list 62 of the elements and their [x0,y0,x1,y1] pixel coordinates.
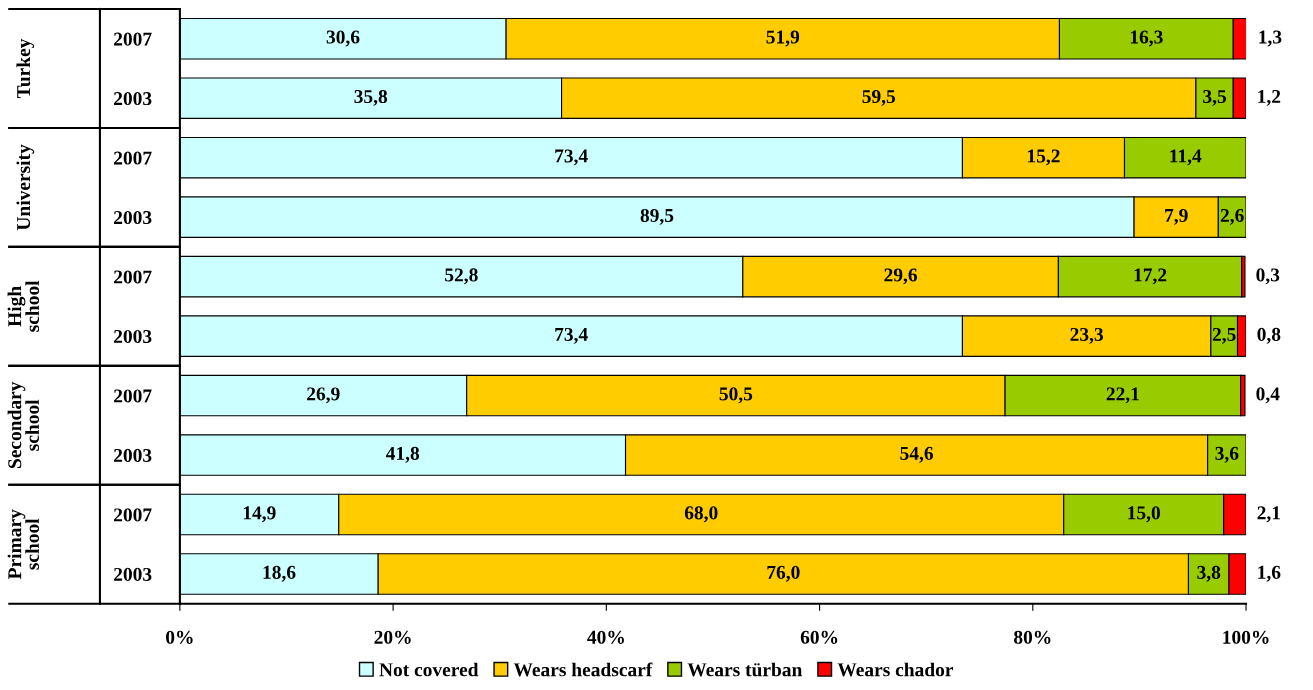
data-label: 23,3 [1070,327,1103,344]
data-label: 3,6 [1215,446,1239,463]
data-label: 11,4 [1170,149,1202,166]
data-label: 52,8 [445,268,478,285]
data-label: 15,2 [1028,149,1060,166]
data-label: 35,8 [354,89,388,106]
data-label: 3,8 [1197,565,1221,582]
y-tick-label: 2003 [114,448,152,462]
y-tick-label: 2007 [114,389,152,403]
legend-label: Wears headscarf [513,662,653,677]
data-label: 50,5 [719,387,753,404]
legend-label: Wears türban [687,662,803,677]
x-tick-label: 80% [1014,630,1051,644]
y-tick-label: 2003 [114,210,152,225]
y-tick-label: 2003 [114,92,152,106]
y-tick-label: 2007 [114,32,152,46]
data-label: 16,3 [1130,30,1163,47]
y-tick-label: 2003 [114,567,152,581]
text: University [16,144,35,231]
data-label: 73,4 [555,149,588,166]
data-label: 7,9 [1165,208,1188,225]
text: Turkey [16,38,35,99]
x-tick-label: 60% [800,630,838,644]
x-tick-label: 0% [166,630,193,644]
data-label: 2,5 [1212,327,1236,344]
data-label: 2,6 [1220,208,1244,225]
data-label: 14,9 [243,506,276,523]
data-label: 73,4 [555,327,588,344]
x-tick-label: 100% [1223,630,1269,644]
y-tick-label: 2007 [114,270,152,284]
data-label: 59,5 [862,89,896,106]
data-label: 1,6 [1258,565,1281,582]
y-tick-label: 2003 [114,329,152,344]
data-label: 2,1 [1257,506,1280,523]
text: Secondary school [7,381,39,469]
data-label: 17,2 [1134,268,1167,285]
data-label: 30,6 [326,30,360,47]
legend-label: Not covered [379,662,479,677]
data-label: 1,2 [1258,89,1281,106]
legend-label: Wears chador [837,662,954,677]
x-tick-label: 20% [374,630,411,644]
text: High school [7,280,40,332]
x-tick-label: 40% [587,630,624,644]
data-label: 76,0 [767,565,800,582]
data-label: 0,4 [1256,387,1280,404]
data-label: 18,6 [263,565,296,582]
data-label: 51,9 [766,30,800,47]
data-label: 22,1 [1106,387,1139,404]
data-label: 15,0 [1128,506,1160,523]
data-label: 54,6 [900,446,934,463]
data-label: 29,6 [884,268,918,285]
data-label: 1,3 [1259,30,1282,47]
data-label: 41,8 [385,446,420,463]
data-label: 0,8 [1257,327,1281,344]
y-tick-label: 2007 [114,508,152,522]
y-tick-label: 2007 [114,151,152,165]
data-label: 3,5 [1203,89,1227,106]
data-label: 89,5 [640,208,674,225]
text: Primary school [7,509,39,580]
data-label: 68,0 [684,506,718,523]
data-label: 26,9 [307,387,340,404]
data-label: 0,3 [1256,268,1280,285]
